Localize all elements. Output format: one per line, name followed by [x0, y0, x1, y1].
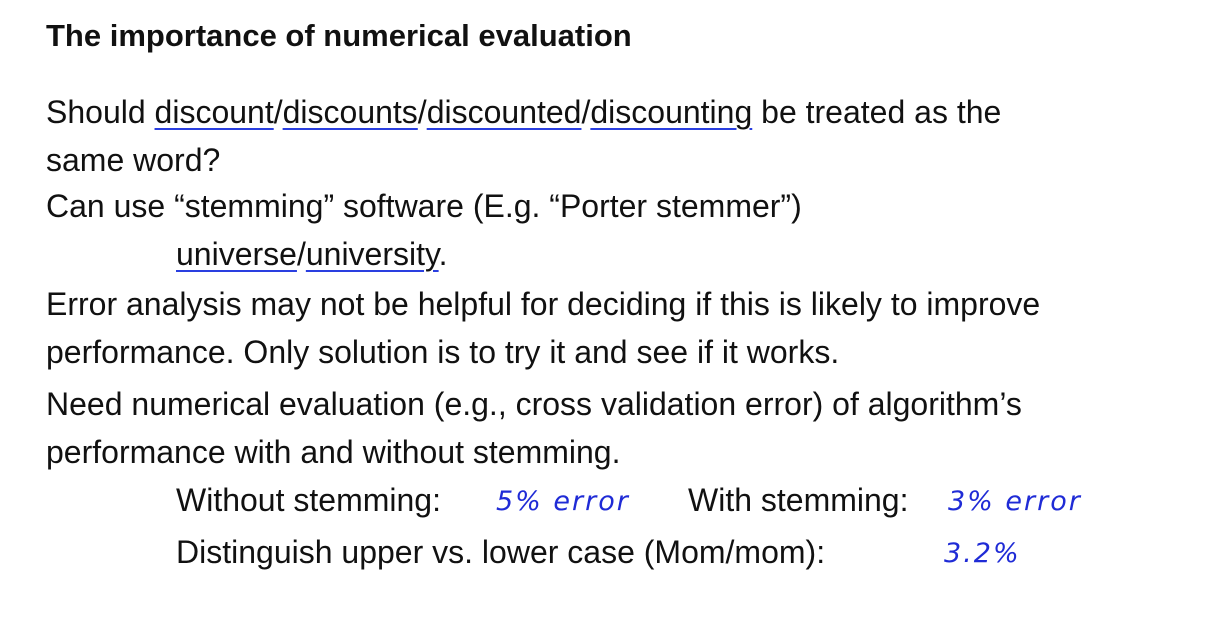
word-discounted: discounted: [426, 94, 582, 130]
slash: /: [273, 94, 283, 130]
with-stemming-label: With stemming:: [688, 482, 909, 518]
case-distinction-label: Distinguish upper vs. lower case (Mom/mo…: [176, 534, 826, 570]
line-universe-university: universe/university.: [176, 232, 448, 276]
period: .: [438, 236, 448, 272]
word-discount: discount: [154, 94, 274, 130]
without-stemming-note: 5% error: [496, 486, 630, 517]
line-should-prefix: Should: [46, 94, 155, 130]
line-error-analysis: Error analysis may not be helpful for de…: [46, 286, 1041, 322]
word-discounting: discounting: [590, 94, 753, 130]
line-should-suffix: be treated as the: [752, 94, 1002, 130]
slash: /: [417, 94, 427, 130]
line-need-numerical: Need numerical evaluation (e.g., cross v…: [46, 386, 1022, 422]
line-stemming-software: Can use “stemming” software (E.g. “Porte…: [46, 188, 802, 224]
line-same-word: same word?: [46, 142, 221, 178]
line-performance-solution: performance. Only solution is to try it …: [46, 334, 840, 370]
line-should-discount: Should discount/discounts/discounted/dis…: [46, 90, 1001, 134]
slash: /: [296, 236, 306, 272]
word-university: university: [305, 236, 439, 272]
line-with-without: performance with and without stemming.: [46, 434, 621, 470]
with-stemming-note: 3% error: [948, 486, 1082, 517]
slide-title: The importance of numerical evaluation: [46, 18, 632, 53]
word-universe: universe: [176, 236, 297, 272]
without-stemming-label: Without stemming:: [176, 482, 441, 518]
case-distinction-note: 3.2%: [944, 538, 1021, 569]
slash: /: [581, 94, 591, 130]
word-discounts: discounts: [282, 94, 418, 130]
